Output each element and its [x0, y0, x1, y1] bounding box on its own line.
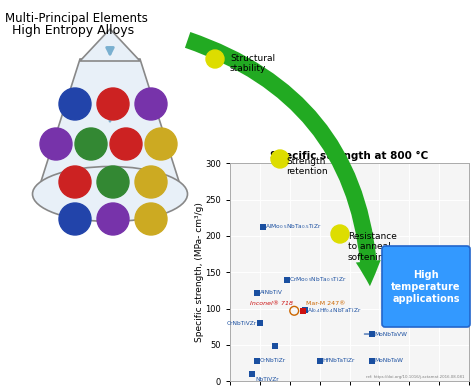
Y-axis label: Specific strength, (MPa- cm³/g): Specific strength, (MPa- cm³/g)	[195, 202, 204, 342]
Circle shape	[271, 150, 289, 168]
Text: CrNbTiVZr: CrNbTiVZr	[227, 321, 257, 326]
Text: Structural
stability: Structural stability	[230, 54, 275, 74]
Circle shape	[97, 203, 129, 235]
Text: Al$_{0.4}$Hf$_{0.4}$NbTaTiZr: Al$_{0.4}$Hf$_{0.4}$NbTaTiZr	[307, 306, 362, 315]
Point	[283, 277, 291, 283]
Circle shape	[40, 128, 72, 160]
Circle shape	[59, 203, 91, 235]
Text: Multi-Principal Elements: Multi-Principal Elements	[5, 12, 147, 25]
Circle shape	[97, 166, 129, 198]
Point	[316, 358, 323, 364]
Circle shape	[331, 225, 349, 243]
Text: MoNbTaW: MoNbTaW	[375, 358, 403, 363]
Circle shape	[135, 88, 167, 120]
Point	[291, 308, 298, 314]
Circle shape	[59, 88, 91, 120]
FancyBboxPatch shape	[382, 246, 470, 327]
Text: CrNbTiZr: CrNbTiZr	[259, 358, 286, 363]
Text: Mar-M 247®: Mar-M 247®	[306, 301, 346, 307]
Point	[259, 223, 266, 230]
Text: AlNbTiV: AlNbTiV	[259, 290, 283, 295]
Point	[256, 320, 264, 326]
Point	[368, 331, 376, 337]
Point	[248, 371, 256, 377]
Text: CrMo$_{0.5}$NbTa$_{0.5}$TiZr: CrMo$_{0.5}$NbTa$_{0.5}$TiZr	[290, 275, 347, 284]
Text: Strength
retention: Strength retention	[286, 157, 328, 176]
Polygon shape	[80, 29, 140, 61]
Circle shape	[97, 88, 129, 120]
FancyArrowPatch shape	[185, 32, 381, 286]
Circle shape	[75, 128, 107, 160]
Text: NbTiVZr: NbTiVZr	[255, 377, 279, 382]
Text: High
temperature
applications: High temperature applications	[391, 270, 461, 303]
Point	[253, 358, 261, 364]
Circle shape	[206, 50, 224, 68]
Ellipse shape	[33, 166, 188, 221]
Text: MoNbTaVW: MoNbTaVW	[375, 331, 408, 336]
Polygon shape	[37, 59, 183, 194]
Point	[301, 307, 309, 313]
Point	[253, 289, 261, 296]
Text: HfNbTaTiZr: HfNbTaTiZr	[322, 358, 355, 363]
Text: ref: https://doi.org/10.1016/j.actamat.2016.08.081: ref: https://doi.org/10.1016/j.actamat.2…	[366, 375, 465, 379]
Point	[368, 358, 376, 364]
Circle shape	[135, 203, 167, 235]
Text: Resistance
to anneal
softening: Resistance to anneal softening	[348, 232, 397, 262]
Circle shape	[135, 166, 167, 198]
Circle shape	[59, 166, 91, 198]
Point	[271, 343, 279, 349]
Text: High Entropy Alloys: High Entropy Alloys	[12, 23, 134, 37]
Title: Specific strength at 800 °C: Specific strength at 800 °C	[271, 151, 428, 161]
Circle shape	[145, 128, 177, 160]
Circle shape	[110, 128, 142, 160]
Text: AlMo$_{0.5}$NbTa$_{0.5}$TiZr: AlMo$_{0.5}$NbTa$_{0.5}$TiZr	[265, 222, 322, 231]
Point	[300, 308, 307, 314]
Text: Inconel® 718: Inconel® 718	[250, 301, 293, 307]
